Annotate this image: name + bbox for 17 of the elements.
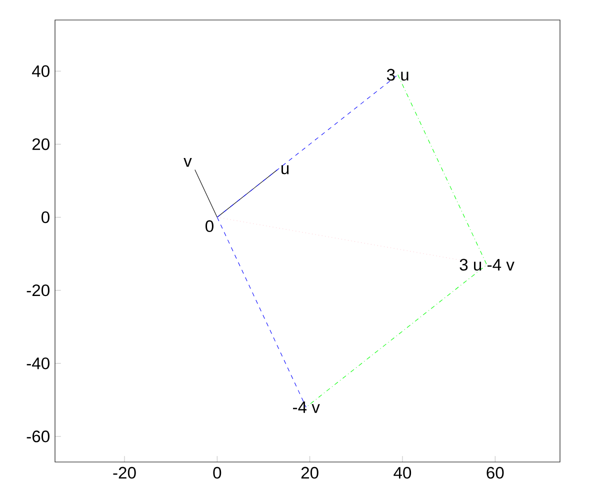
x-tick-label: -20	[113, 466, 136, 479]
x-tick-label: 40	[394, 466, 412, 479]
annotation: 3 u	[386, 68, 408, 81]
y-tick-label: 20	[32, 138, 50, 150]
y-tick-label: -20	[26, 284, 50, 296]
annotation: -4 v	[293, 402, 320, 413]
annotation: 0	[206, 220, 214, 232]
annotation: 3 u -4 v	[460, 258, 514, 271]
x-tick-label: 60	[486, 466, 504, 479]
x-tick-label: 0	[213, 466, 222, 479]
y-tick-label: -60	[26, 430, 50, 442]
annotation: v	[184, 158, 192, 167]
y-tick-label: 40	[32, 65, 50, 78]
y-tick-label: 0	[42, 211, 50, 224]
annotation: u	[282, 165, 289, 174]
x-tick-label: 20	[301, 466, 318, 479]
y-tick-label: -40	[26, 358, 50, 370]
